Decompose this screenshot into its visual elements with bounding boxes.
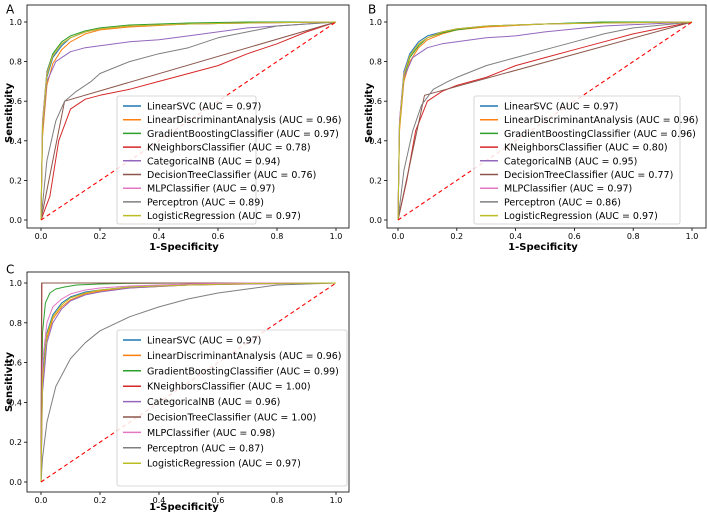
roc-curve-decisiontreeclassifier — [397, 21, 693, 221]
x-tick-label: 0.2 — [450, 232, 463, 241]
x-tick-label: 0.2 — [94, 232, 107, 241]
y-tick-label: 0.6 — [9, 359, 22, 368]
legend-entry-label: LinearSVC (AUC = 0.97) — [147, 336, 261, 347]
y-axis-label: Sensitivity — [364, 83, 375, 143]
y-tick-label: 0.2 — [9, 176, 22, 185]
panel-label: C — [6, 263, 14, 277]
legend-entry-label: MLPClassifier (AUC = 0.97) — [504, 184, 632, 195]
x-axis-label: 1-Specificity — [149, 242, 219, 253]
roc-panel-c: C 0.0 0.2 0.4 0.6 0.8 1.0 0.0 0.2 0.4 0.6 0.8 1.0 1-S… — [4, 263, 350, 513]
legend-entry-label: Perceptron (AUC = 0.86) — [504, 197, 621, 208]
legend-entry-label: GradientBoostingClassifier (AUC = 0.99) — [147, 366, 339, 377]
x-axis-label: 1-Specificity — [149, 502, 219, 513]
legend: LinearSVC (AUC = 0.97) LinearDiscriminant… — [116, 329, 348, 487]
x-tick-label: 0.8 — [271, 232, 284, 241]
y-tick-label: 0.6 — [9, 97, 22, 106]
y-tick-label: 0.2 — [369, 176, 382, 185]
x-tick-label: 0.4 — [509, 232, 522, 241]
legend-entry-label: DecisionTreeClassifier (AUC = 1.00) — [147, 413, 316, 424]
x-tick-label: 0.0 — [35, 496, 48, 505]
roc-curve-perceptron — [40, 21, 337, 221]
y-tick-label: 1.0 — [369, 18, 382, 27]
legend-entry-label: LinearDiscriminantAnalysis (AUC = 0.96) — [504, 115, 699, 126]
roc-curve-logisticregression — [40, 21, 337, 221]
legend-entry-label: KNeighborsClassifier (AUC = 0.80) — [504, 143, 668, 154]
panel-label: A — [6, 3, 15, 17]
roc-curve-logisticregression — [397, 21, 693, 221]
x-tick-label: 0.8 — [271, 496, 284, 505]
legend-entry-label: MLPClassifier (AUC = 0.97) — [147, 184, 275, 195]
legend-entry-label: CategoricalNB (AUC = 0.95) — [504, 156, 637, 167]
legend-entry-label: CategoricalNB (AUC = 0.96) — [147, 397, 280, 408]
roc-panel-a: A 0.0 0.2 0.4 0.6 0.8 1.0 0.0 0.2 0.4 0.6 0.8 1.0 1-S… — [4, 3, 350, 253]
legend-entry-label: Perceptron (AUC = 0.89) — [147, 197, 264, 208]
legend-entry-label: KNeighborsClassifier (AUC = 1.00) — [147, 382, 311, 393]
x-tick-label: 0.2 — [94, 496, 107, 505]
legend-entry-label: LinearDiscriminantAnalysis (AUC = 0.96) — [147, 115, 342, 126]
legend-entry-label: LogisticRegression (AUC = 0.97) — [147, 459, 301, 470]
y-tick-label: 0.8 — [369, 58, 382, 67]
y-tick-label: 0.8 — [9, 58, 22, 67]
legend-entry-label: LinearSVC (AUC = 0.97) — [147, 102, 261, 113]
y-axis-label: Sensitivity — [4, 83, 15, 143]
y-tick-label: 1.0 — [9, 18, 22, 27]
plot-frame — [26, 271, 350, 493]
roc-curve-mlpclassifier — [40, 282, 336, 483]
y-tick-label: 0.4 — [9, 398, 22, 407]
legend-entry-label: LogisticRegression (AUC = 0.97) — [504, 211, 658, 222]
legend-box — [116, 95, 257, 225]
y-tick-label: 0.4 — [369, 137, 382, 146]
x-tick-label: 0.6 — [568, 232, 581, 241]
roc-curve-perceptron — [40, 282, 337, 483]
y-tick-label: 0.8 — [9, 319, 22, 328]
legend-entry-label: LogisticRegression (AUC = 0.97) — [147, 211, 301, 222]
x-tick-label: 0.8 — [627, 232, 640, 241]
y-tick-label: 1.0 — [9, 279, 22, 288]
y-tick-label: 0.6 — [369, 97, 382, 106]
x-tick-label: 0.4 — [153, 232, 166, 241]
legend-entry-label: LinearDiscriminantAnalysis (AUC = 0.96) — [147, 351, 342, 362]
legend-entry-label: Perceptron (AUC = 0.87) — [147, 443, 264, 454]
x-tick-label: 0.0 — [392, 232, 405, 241]
legend-entry-label: DecisionTreeClassifier (AUC = 0.76) — [147, 170, 316, 181]
x-tick-label: 0.0 — [35, 232, 48, 241]
plot-frame — [26, 4, 350, 229]
legend-entry-label: GradientBoostingClassifier (AUC = 0.96) — [504, 129, 696, 140]
y-axis-label: Sensitivity — [4, 352, 15, 412]
roc-curve-logisticregression — [40, 282, 337, 483]
legend-entry-label: DecisionTreeClassifier (AUC = 0.77) — [504, 170, 673, 181]
legend-entry-label: LinearSVC (AUC = 0.97) — [504, 102, 618, 113]
panel-label: B — [368, 3, 376, 17]
legend: LinearSVC (AUC = 0.97) LinearDiscriminant… — [473, 95, 699, 225]
roc-panel-b: B 0.0 0.2 0.4 0.6 0.8 1.0 0.0 0.2 0.4 0.6 0.8 1.0 1-S… — [364, 3, 707, 253]
y-tick-label: 0.2 — [9, 438, 22, 447]
roc-curve-perceptron — [397, 21, 693, 221]
roc-curve-kneighborsclassifier — [40, 21, 337, 221]
legend-entry-label: KNeighborsClassifier (AUC = 0.78) — [147, 143, 311, 154]
legend-entry-label: CategoricalNB (AUC = 0.94) — [147, 156, 280, 167]
x-tick-label: 0.4 — [153, 496, 166, 505]
plot-frame — [386, 4, 707, 229]
y-tick-label: 0.4 — [9, 137, 22, 146]
x-tick-label: 1.0 — [686, 232, 699, 241]
x-tick-label: 1.0 — [330, 496, 343, 505]
y-tick-label: 0.0 — [9, 216, 22, 225]
legend-entry-label: GradientBoostingClassifier (AUC = 0.97) — [147, 129, 339, 140]
x-tick-label: 1.0 — [330, 232, 343, 241]
x-tick-label: 0.6 — [212, 232, 225, 241]
y-tick-label: 0.0 — [9, 478, 22, 487]
legend-entry-label: MLPClassifier (AUC = 0.98) — [147, 428, 275, 439]
y-tick-label: 0.0 — [369, 216, 382, 225]
legend: LinearSVC (AUC = 0.97) LinearDiscriminant… — [116, 95, 342, 225]
x-axis-label: 1-Specificity — [508, 242, 578, 253]
x-tick-label: 0.6 — [212, 496, 225, 505]
legend-box — [473, 95, 681, 225]
legend-box — [116, 329, 348, 487]
